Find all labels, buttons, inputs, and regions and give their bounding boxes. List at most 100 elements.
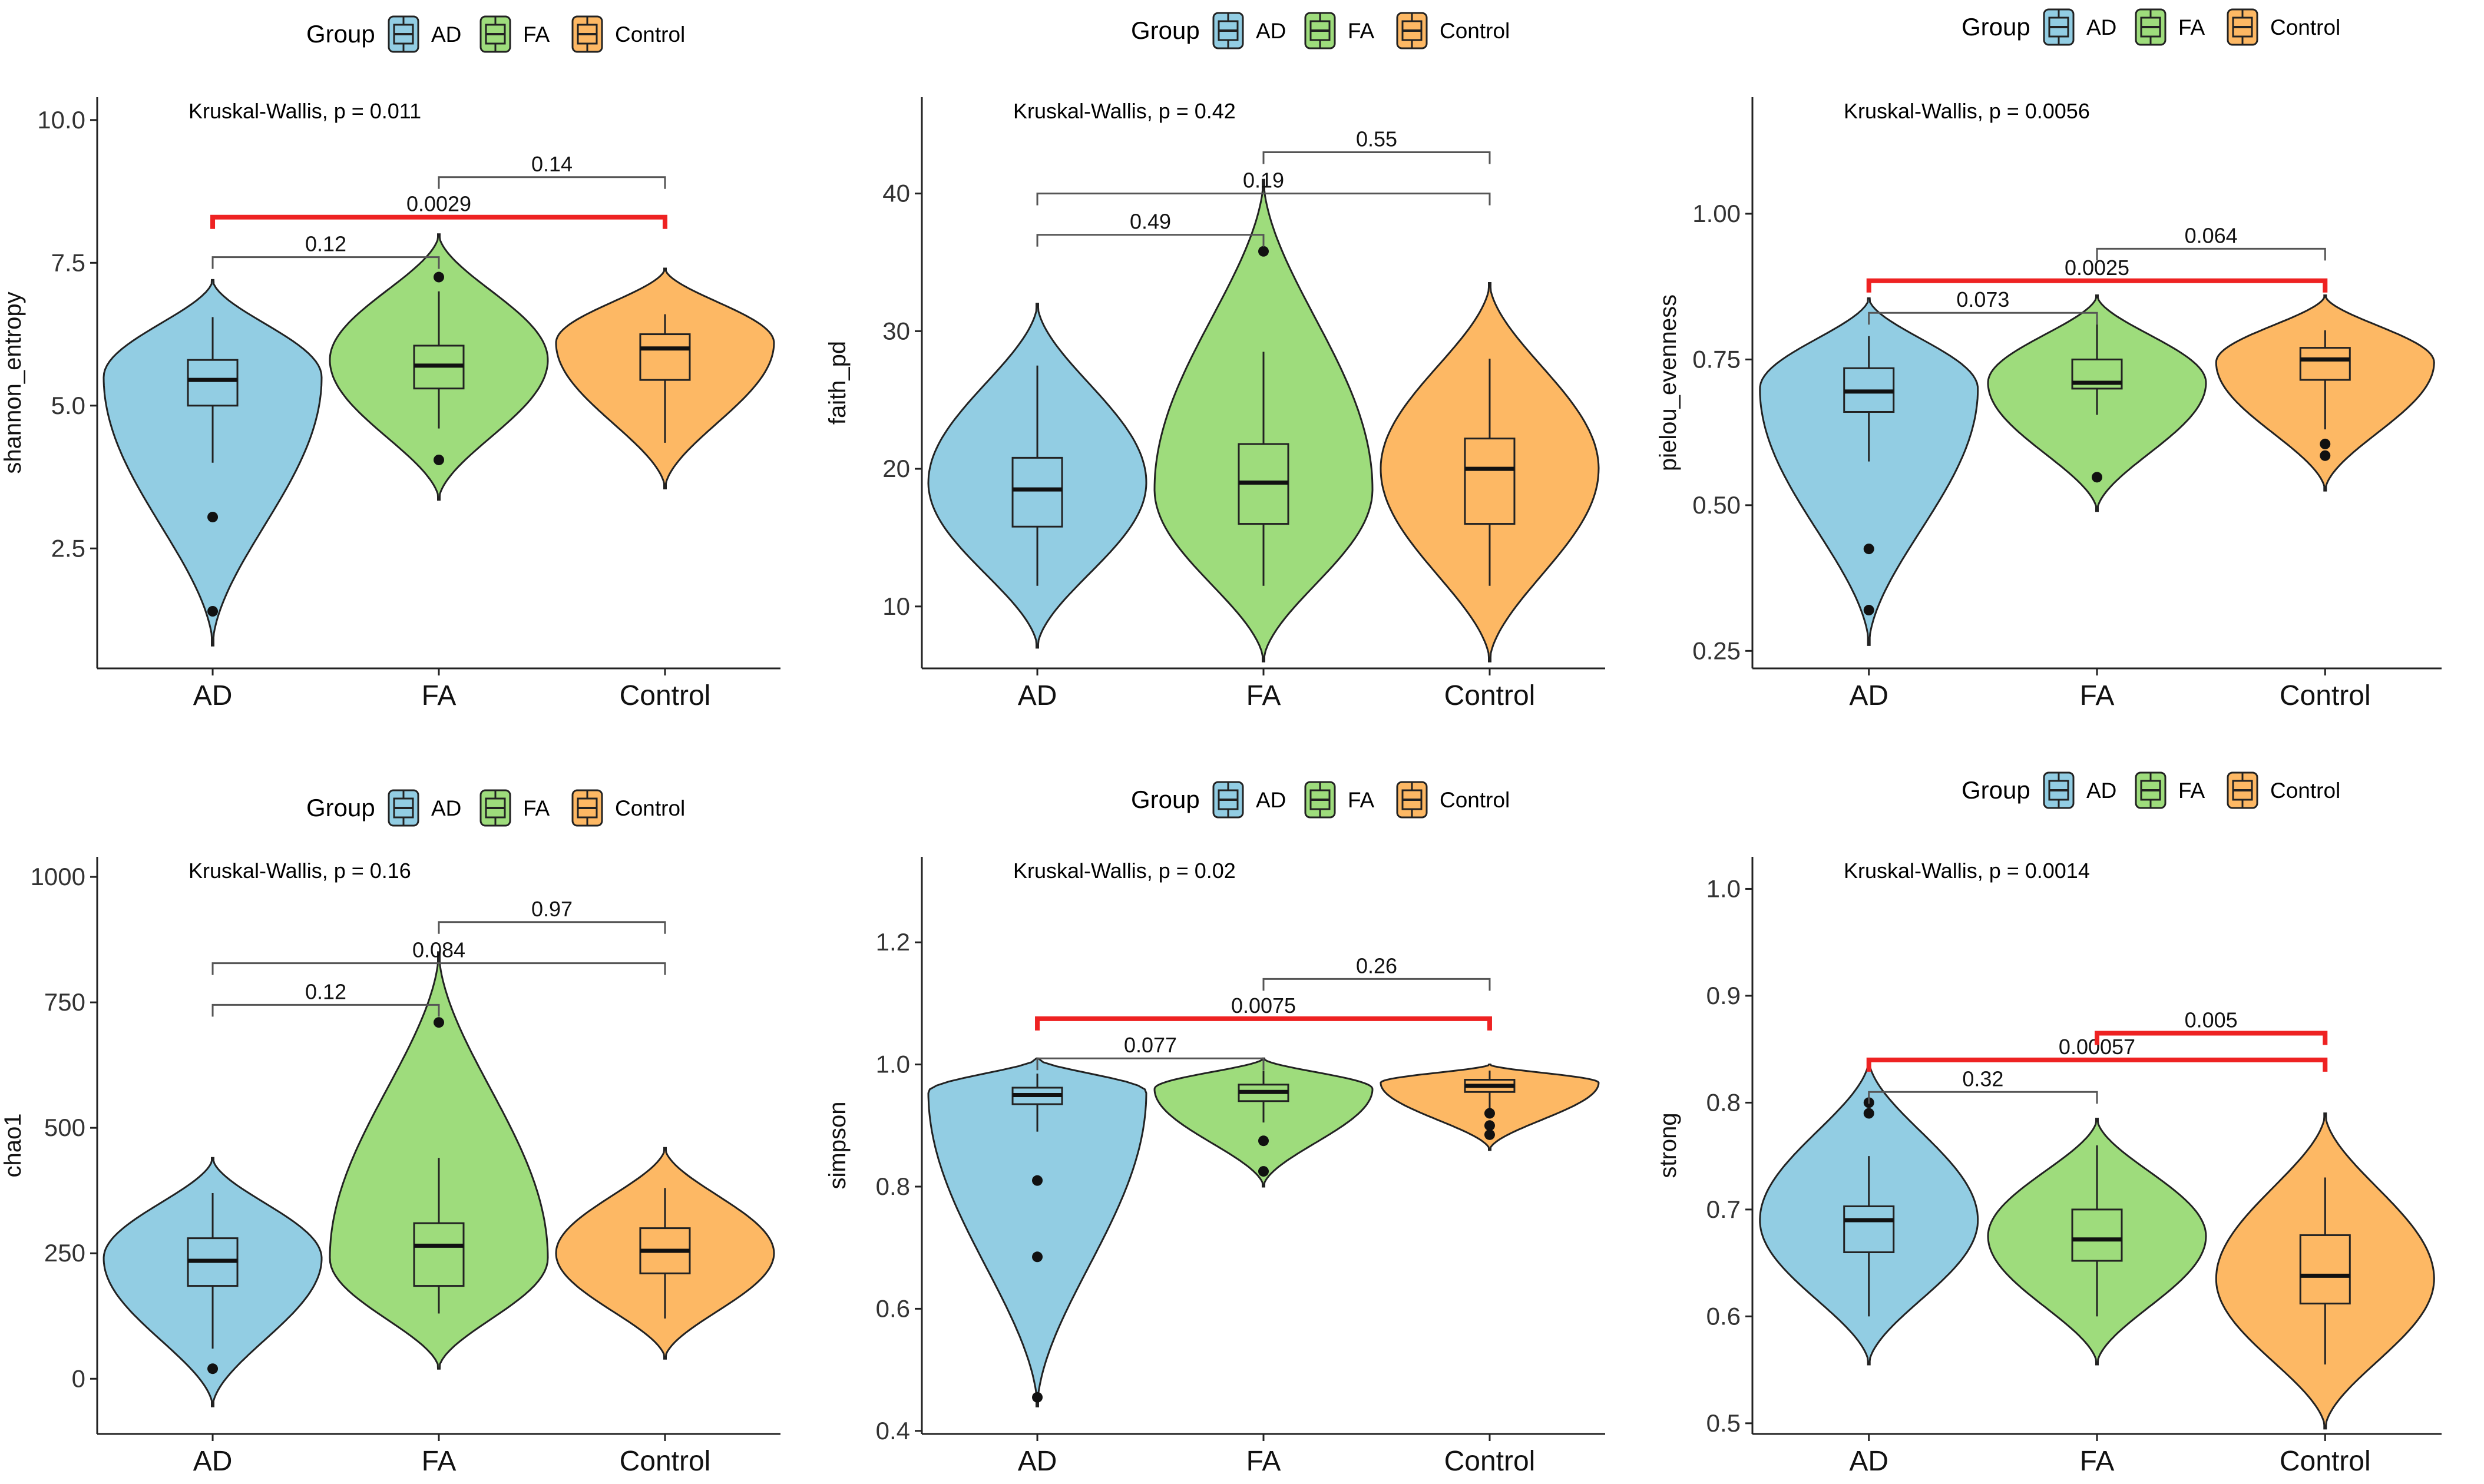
comparison-p-value: 0.073 bbox=[1956, 287, 2009, 312]
box-fa bbox=[413, 1222, 465, 1287]
outlier-point bbox=[434, 1017, 444, 1028]
comparison-bracket bbox=[1036, 1057, 1265, 1071]
kruskal-wallis-label: Kruskal-Wallis, p = 0.16 bbox=[188, 859, 411, 883]
y-tick-label: 0.25 bbox=[1692, 637, 1741, 664]
violin-group-control bbox=[1380, 1064, 1600, 1151]
violin-group-ad bbox=[927, 303, 1147, 649]
y-tick-label: 1.00 bbox=[1692, 200, 1741, 227]
x-tick-label-ad: AD bbox=[1849, 1446, 1888, 1477]
legend-swatch-fa bbox=[479, 15, 511, 53]
comparison-bracket bbox=[210, 214, 667, 229]
comparison-p-value: 0.0029 bbox=[406, 192, 471, 216]
legend-label-ad: AD bbox=[2086, 15, 2116, 39]
y-tick-label: 0.8 bbox=[876, 1172, 910, 1200]
outlier-point bbox=[1484, 1120, 1495, 1131]
comparison-bracket bbox=[1866, 278, 2328, 293]
comparison-p-value: 0.084 bbox=[412, 938, 465, 962]
y-tick-label: 1000 bbox=[31, 863, 85, 890]
legend-label-ad: AD bbox=[1256, 19, 1286, 43]
kruskal-wallis-label: Kruskal-Wallis, p = 0.02 bbox=[1013, 859, 1236, 883]
comparison-p-value: 0.32 bbox=[1962, 1066, 2003, 1091]
comparison-bracket bbox=[211, 1003, 440, 1017]
outlier-point bbox=[1032, 1175, 1043, 1186]
comparison-p-value: 0.0025 bbox=[2065, 256, 2129, 280]
legend-label-fa: FA bbox=[1348, 19, 1375, 43]
x-tick-label-ad: AD bbox=[193, 1446, 233, 1477]
box-control bbox=[639, 333, 691, 381]
y-tick-label: 0.75 bbox=[1692, 345, 1741, 373]
x-tick-label-control: Control bbox=[620, 680, 711, 711]
outlier-point bbox=[2320, 438, 2331, 449]
y-axis-label: pielou_evenness bbox=[1655, 294, 1681, 471]
y-tick-label: 30 bbox=[882, 317, 910, 344]
violin-ad bbox=[927, 1057, 1147, 1407]
violin-group-ad bbox=[927, 1057, 1147, 1407]
legend-title: Group bbox=[306, 20, 375, 48]
y-tick-label: 750 bbox=[44, 988, 85, 1016]
legend-label-ad: AD bbox=[431, 796, 461, 820]
comparison-bracket bbox=[438, 921, 666, 934]
comparison-p-value: 0.077 bbox=[1124, 1033, 1177, 1057]
legend-swatch-ad bbox=[388, 789, 419, 827]
y-tick-label: 250 bbox=[44, 1239, 85, 1267]
legend-swatch-control bbox=[2227, 771, 2258, 809]
y-axis-label: simpson bbox=[825, 1102, 851, 1190]
y-tick-label: 10 bbox=[882, 592, 910, 620]
comparison-bracket bbox=[438, 176, 666, 189]
y-axis-label: chao1 bbox=[0, 1114, 26, 1178]
outlier-point bbox=[1863, 544, 1874, 555]
y-tick-label: 2.5 bbox=[51, 534, 85, 562]
legend-swatch-ad bbox=[2043, 8, 2075, 46]
legend-title: Group bbox=[1131, 16, 1200, 44]
x-tick-label-control: Control bbox=[620, 1446, 711, 1477]
x-tick-label-fa: FA bbox=[1246, 680, 1281, 711]
violin-group-ad bbox=[102, 1157, 323, 1407]
legend-label-control: Control bbox=[615, 796, 685, 820]
legend-label-fa: FA bbox=[2178, 15, 2205, 39]
comparison-ad-control: 0.00057 bbox=[1866, 1035, 2328, 1072]
y-tick-label: 0.50 bbox=[1692, 491, 1741, 519]
outlier-point bbox=[1863, 1108, 1874, 1119]
comparison-fa-control: 0.55 bbox=[1262, 127, 1491, 164]
violin-ad bbox=[1759, 297, 1979, 646]
comparison-ad-control: 0.19 bbox=[1036, 168, 1491, 206]
comparison-bracket bbox=[1866, 1057, 2328, 1072]
violin-ad bbox=[927, 303, 1147, 649]
outlier-point bbox=[434, 271, 444, 283]
violin-control bbox=[2215, 1112, 2435, 1430]
box-ad bbox=[187, 359, 239, 407]
y-tick-label: 0 bbox=[72, 1364, 85, 1392]
comparison-bracket bbox=[2095, 1031, 2328, 1045]
y-tick-label: 500 bbox=[44, 1114, 85, 1141]
legend-label-control: Control bbox=[2270, 779, 2340, 803]
violin-group-fa bbox=[1987, 294, 2207, 512]
y-axis-label: faith_pd bbox=[825, 341, 851, 425]
violin-group-ad bbox=[1759, 1059, 1979, 1366]
comparison-bracket bbox=[1035, 1016, 1492, 1031]
outlier-point bbox=[1258, 1166, 1269, 1177]
legend-label-control: Control bbox=[2270, 15, 2340, 39]
violin-group-fa bbox=[329, 233, 549, 501]
legend-label-fa: FA bbox=[2178, 779, 2205, 803]
legend-title: Group bbox=[1962, 776, 2030, 804]
x-tick-label-control: Control bbox=[1444, 680, 1536, 711]
box-ad bbox=[1843, 1205, 1895, 1253]
legend: Group AD FA Control bbox=[306, 789, 685, 827]
comparison-ad-fa: 0.12 bbox=[211, 232, 440, 269]
violin-ad bbox=[102, 1157, 323, 1407]
legend-swatch-ad bbox=[1212, 781, 1244, 819]
x-tick-label-fa: FA bbox=[2080, 1446, 2115, 1477]
box-fa bbox=[2071, 358, 2123, 390]
x-tick-label-ad: AD bbox=[1018, 680, 1057, 711]
x-tick-label-control: Control bbox=[2280, 1446, 2371, 1477]
comparison-bracket bbox=[1262, 151, 1491, 164]
outlier-point bbox=[207, 1363, 219, 1374]
legend-swatch-fa bbox=[1304, 781, 1336, 819]
kruskal-wallis-label: Kruskal-Wallis, p = 0.0014 bbox=[1844, 859, 2090, 883]
legend: Group AD FA Control bbox=[1131, 12, 1510, 49]
y-tick-label: 40 bbox=[882, 180, 910, 207]
legend-swatch-control bbox=[1396, 781, 1428, 819]
legend-swatch-ad bbox=[1212, 12, 1244, 49]
comparison-ad-fa: 0.077 bbox=[1036, 1033, 1265, 1071]
